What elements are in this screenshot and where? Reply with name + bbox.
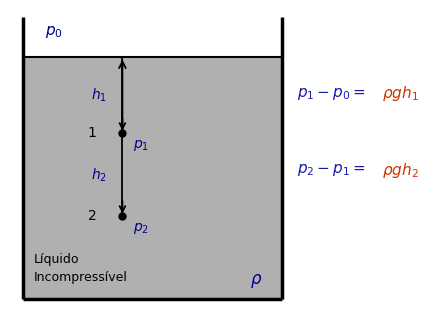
Bar: [23, 57, 282, 299]
Text: 2: 2: [88, 210, 96, 224]
Text: $h_2$: $h_2$: [90, 166, 106, 184]
Text: $\rho gh_2$: $\rho gh_2$: [381, 161, 418, 180]
Text: Incompressível: Incompressível: [34, 271, 128, 284]
Text: $h_1$: $h_1$: [90, 86, 106, 104]
Text: $p_2 - p_1 = $: $p_2 - p_1 = $: [297, 162, 365, 178]
Text: 1: 1: [88, 126, 96, 140]
Text: Líquido: Líquido: [34, 253, 79, 266]
Text: $p_2$: $p_2$: [133, 221, 149, 236]
Text: $\rho gh_1$: $\rho gh_1$: [381, 84, 418, 103]
Text: $p_1 - p_0 = $: $p_1 - p_0 = $: [297, 86, 365, 102]
Text: $p_0$: $p_0$: [45, 24, 62, 40]
Text: $\rho$: $\rho$: [250, 272, 262, 290]
Text: $p_1$: $p_1$: [133, 138, 149, 153]
